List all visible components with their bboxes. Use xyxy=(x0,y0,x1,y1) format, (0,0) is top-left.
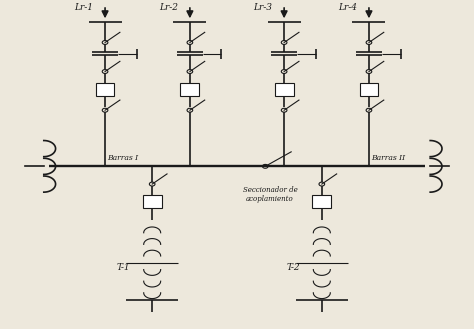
Bar xyxy=(143,195,162,208)
Text: T-1: T-1 xyxy=(117,263,130,272)
Text: Lr-3: Lr-3 xyxy=(254,3,273,12)
Text: Seccionador de
acoplamiento: Seccionador de acoplamiento xyxy=(243,186,297,203)
Bar xyxy=(275,83,293,96)
Text: Barras II: Barras II xyxy=(371,154,405,162)
Text: Lr-2: Lr-2 xyxy=(159,3,178,12)
Bar xyxy=(96,83,115,96)
Text: Lr-4: Lr-4 xyxy=(338,3,357,12)
Text: Barras I: Barras I xyxy=(108,154,138,162)
Text: T-2: T-2 xyxy=(286,263,300,272)
Bar xyxy=(312,195,331,208)
Bar xyxy=(359,83,378,96)
Text: Lr-1: Lr-1 xyxy=(74,3,93,12)
Bar xyxy=(181,83,199,96)
